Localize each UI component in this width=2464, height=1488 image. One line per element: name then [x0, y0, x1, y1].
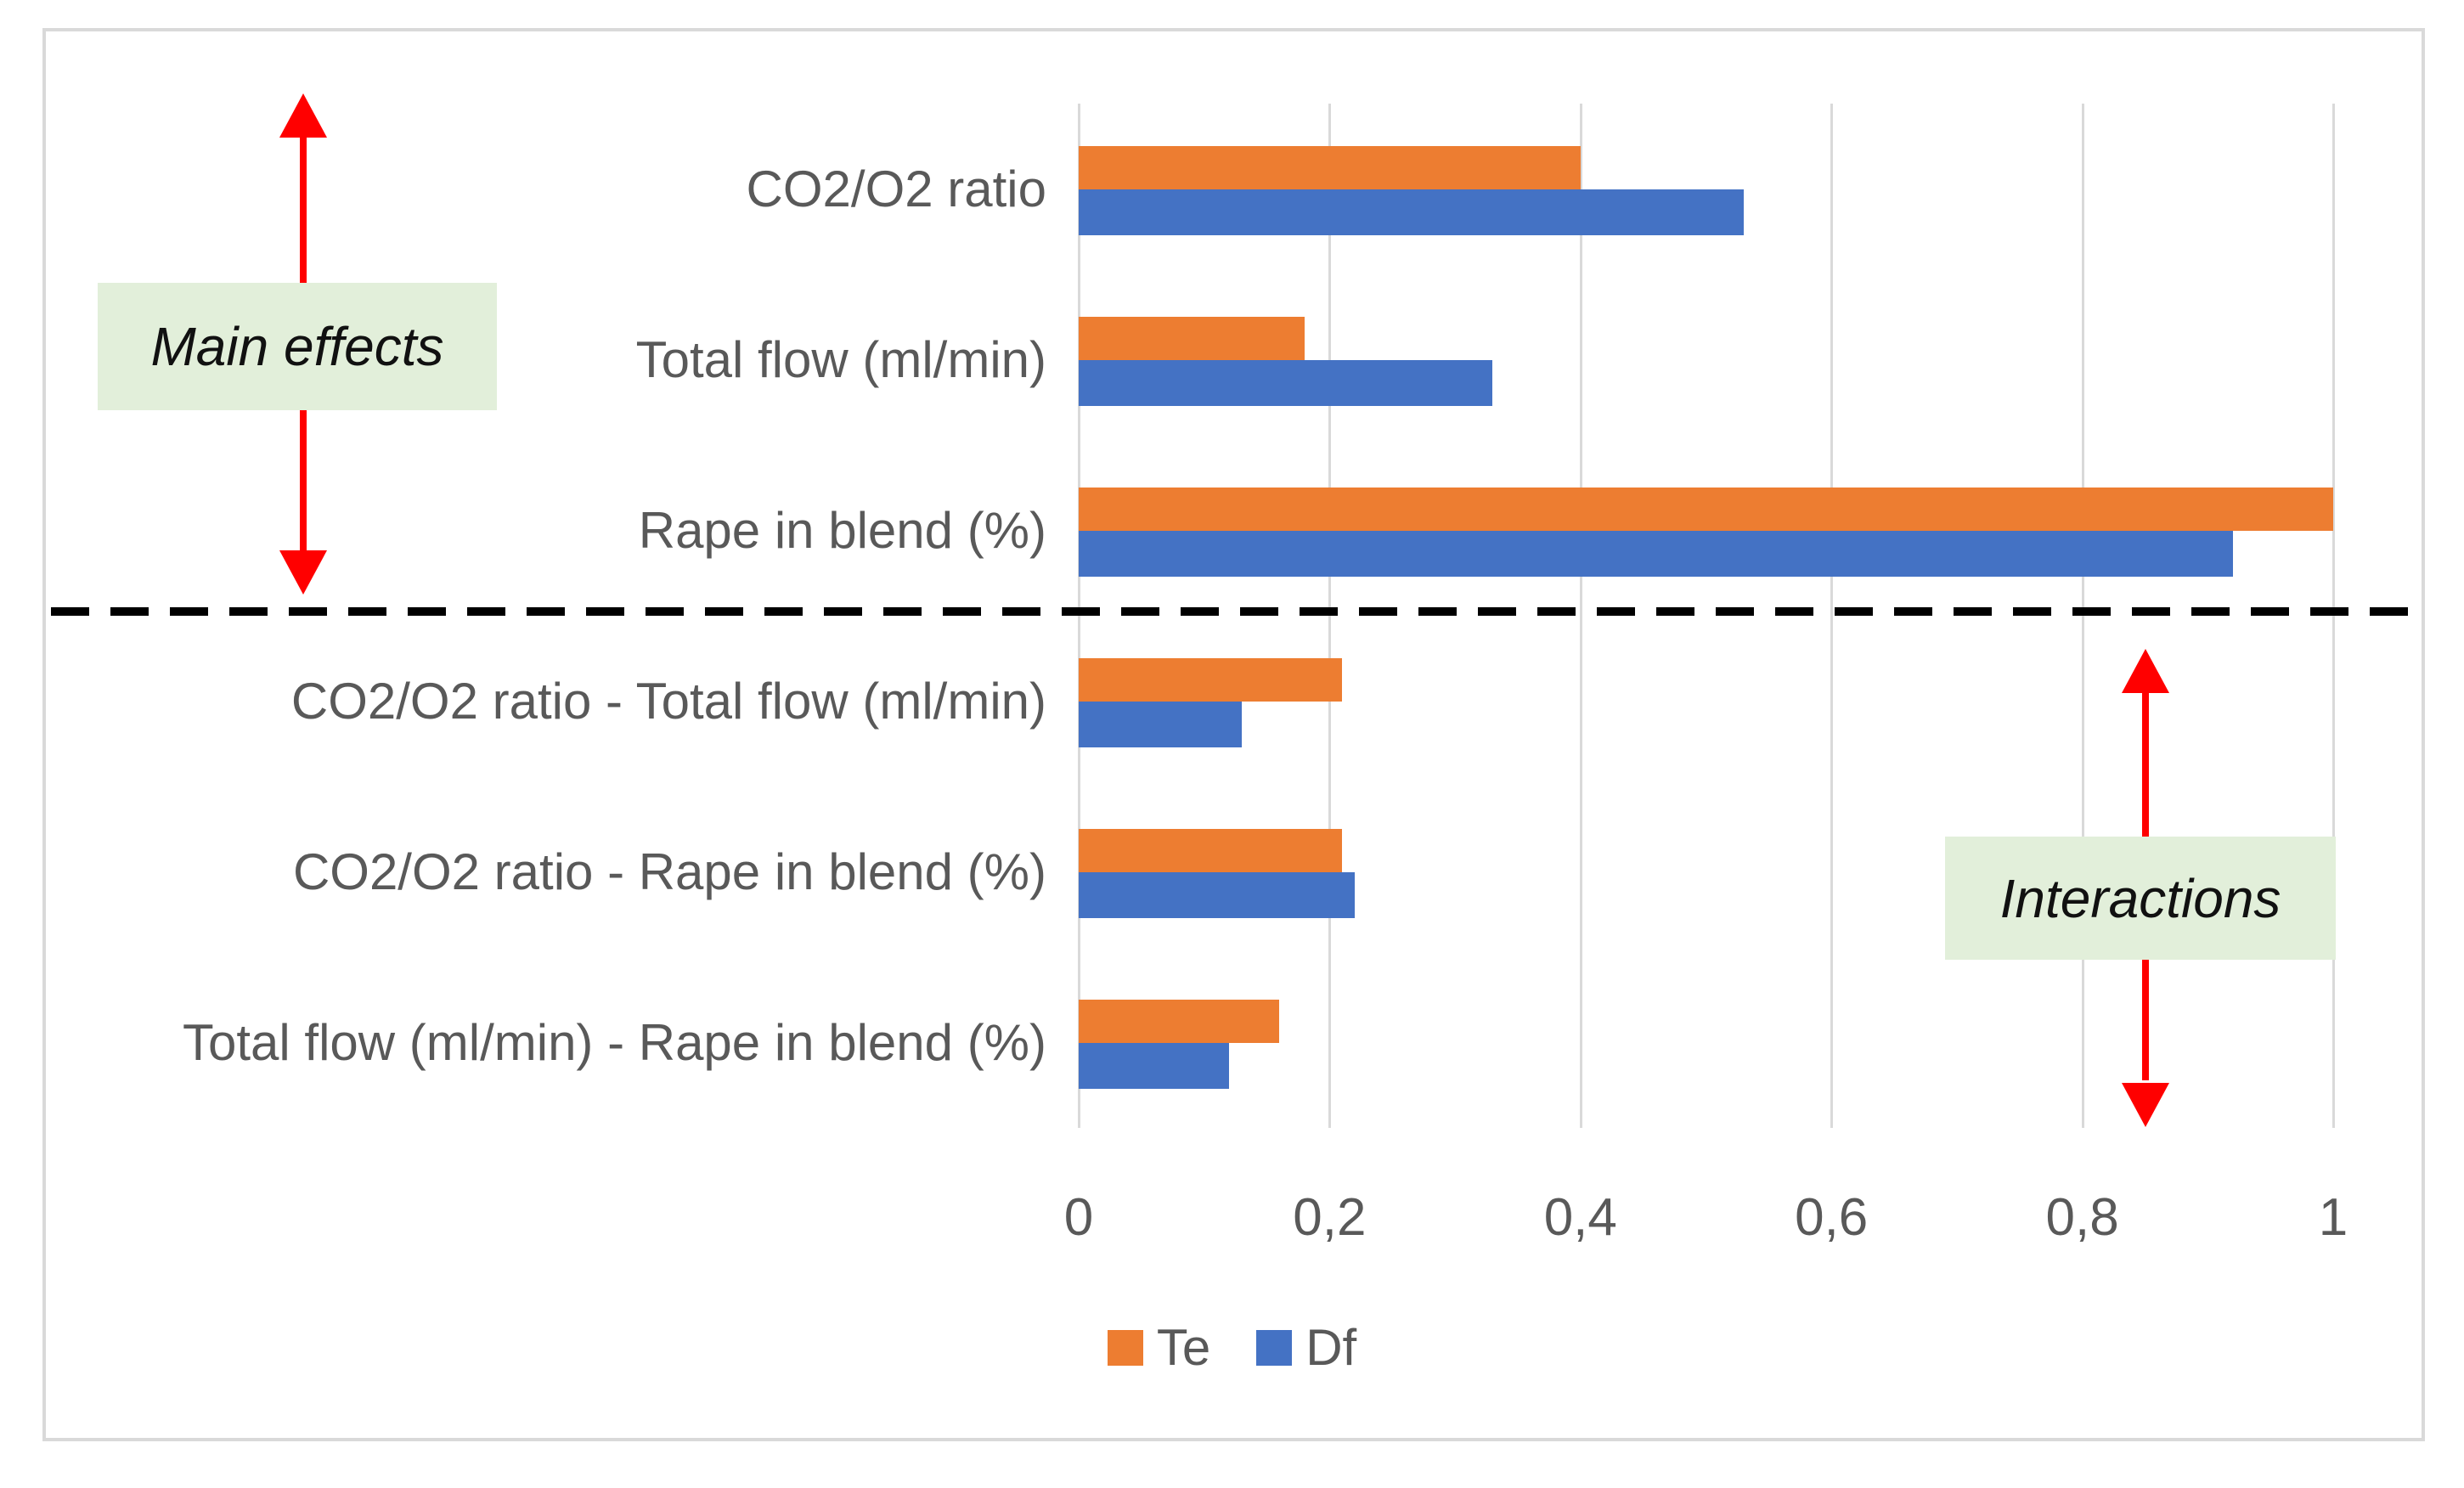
x-tick-label: 1: [2318, 1188, 2348, 1247]
category-axis-labels: CO2/O2 ratio Total flow (ml/min) Rape in b…: [17, 104, 1046, 1128]
bar-te-0: [1079, 146, 1581, 189]
category-label: Total flow (ml/min): [635, 331, 1046, 388]
gridline-0,6: [1830, 104, 1834, 1128]
bar-te-1: [1079, 317, 1305, 360]
gridline-0,4: [1579, 104, 1582, 1128]
main-effects-arrow-down-icon: [279, 550, 327, 595]
gridline-1: [2332, 104, 2335, 1128]
category-label: CO2/O2 ratio - Rape in blend (%): [292, 843, 1046, 900]
legend: Te Df: [42, 1318, 2422, 1377]
gridline-0: [1078, 104, 1080, 1128]
main-effects-label: Main effects: [150, 316, 444, 377]
bar-te-2: [1079, 488, 2333, 531]
x-tick-label: 0,4: [1543, 1188, 1617, 1247]
bar-df-5: [1079, 1043, 1229, 1089]
plot-area: [1078, 104, 2335, 1128]
x-axis-tick-labels: 0 0,2 0,4 0,6 0,8 1: [1064, 1187, 2348, 1248]
main-effects-arrow-up-icon: [279, 93, 327, 138]
legend-swatch-icon: [1107, 1329, 1143, 1366]
main-effects-box: Main effects: [98, 283, 497, 410]
bar-te-4: [1079, 829, 1342, 872]
category-label: Rape in blend (%): [638, 502, 1046, 559]
x-tick-label: 0: [1063, 1188, 1094, 1247]
bar-te-3: [1079, 658, 1342, 702]
bar-df-3: [1079, 702, 1242, 747]
bar-df-4: [1079, 872, 1355, 918]
interactions-arrow-down-icon: [2122, 1083, 2169, 1127]
legend-label: Te: [1156, 1319, 1211, 1376]
bar-df-0: [1079, 189, 1744, 235]
gridline-0,8: [2081, 104, 2084, 1128]
legend-label: Df: [1305, 1319, 1357, 1376]
category-label: CO2/O2 ratio: [746, 161, 1046, 217]
interactions-box: Interactions: [1945, 837, 2336, 960]
x-tick-label: 0,2: [1293, 1188, 1367, 1247]
bar-df-2: [1079, 531, 2233, 577]
gridline-0,2: [1328, 104, 1332, 1128]
interactions-label: Interactions: [1999, 867, 2281, 929]
x-tick-label: 0,8: [2045, 1188, 2119, 1247]
x-tick-label: 0,6: [1795, 1188, 1869, 1247]
bar-te-5: [1079, 1000, 1279, 1043]
interactions-arrow-up-icon: [2122, 649, 2169, 693]
legend-item-df: Df: [1256, 1318, 1356, 1377]
category-label: Total flow (ml/min) - Rape in blend (%): [183, 1014, 1046, 1071]
legend-item-te: Te: [1107, 1318, 1211, 1377]
legend-swatch-icon: [1256, 1329, 1293, 1366]
category-label: CO2/O2 ratio - Total flow (ml/min): [290, 673, 1046, 730]
bar-df-1: [1079, 360, 1492, 406]
separator-dashed-line: [51, 607, 2416, 616]
